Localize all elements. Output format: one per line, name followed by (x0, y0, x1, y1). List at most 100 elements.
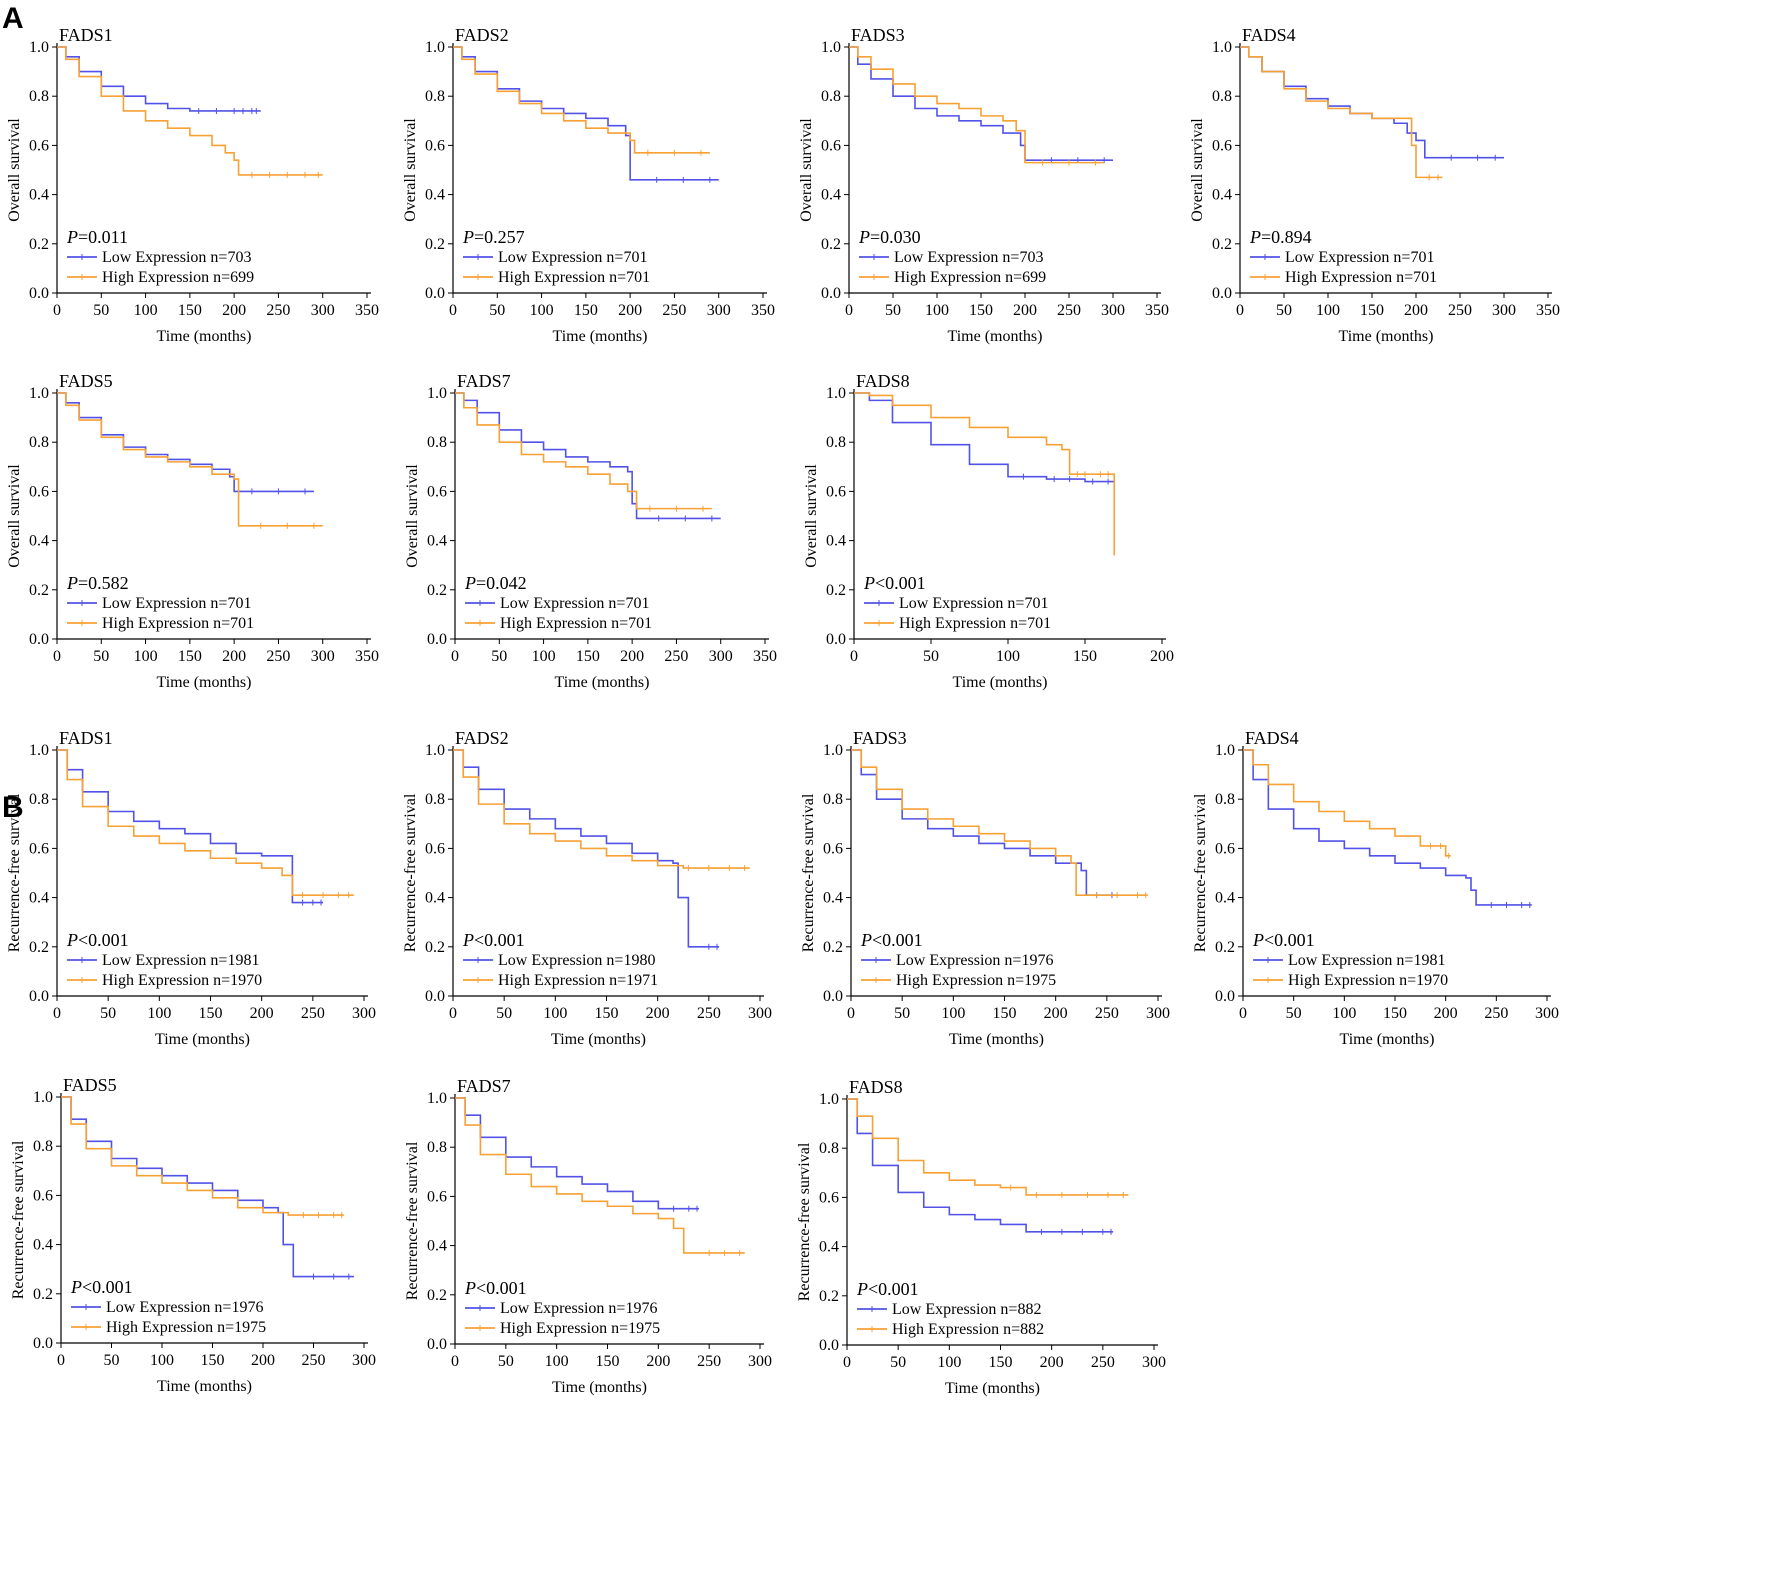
x-tick-label: 100 (1316, 302, 1340, 319)
y-tick-label: 0.4 (29, 533, 49, 550)
p-value-number: <0.001 (868, 1279, 919, 1299)
x-tick-label: 250 (1484, 1005, 1508, 1022)
p-value: P=0.042 (464, 573, 527, 593)
high-expression-curve (57, 392, 323, 527)
y-tick-label: 0.0 (427, 631, 447, 648)
km-plot-a-fads8: 0.0 0.2 0.4 0.6 0.8 1.0 0 50 100 150 200 Time (mont… (803, 371, 1174, 691)
y-tick-label: 0.6 (826, 483, 846, 500)
x-tick-label: 350 (355, 648, 379, 665)
y-tick-label: 0.6 (29, 483, 49, 500)
plot-title: FADS1 (59, 728, 113, 748)
y-tick-label: 0.8 (821, 88, 841, 105)
y-tick-label: 0.4 (425, 890, 445, 907)
legend-item: Low Expression n=1981 (102, 952, 259, 969)
x-tick-label: 200 (222, 302, 246, 319)
y-axis-title: Overall survival (1189, 118, 1206, 222)
x-tick-label: 150 (199, 1005, 223, 1022)
y-tick-label: 0.8 (29, 791, 49, 808)
x-axis-title: Time (months) (945, 1380, 1040, 1397)
y-tick-label: 0.0 (29, 631, 49, 648)
y-tick-label: 0.6 (29, 137, 49, 154)
p-value: P<0.001 (856, 1279, 919, 1299)
y-tick-label: 0.0 (29, 988, 49, 1005)
y-tick-label: 0.6 (427, 1188, 447, 1205)
x-tick-label: 50 (491, 648, 507, 665)
x-tick-label: 300 (748, 1005, 772, 1022)
y-tick-label: 0.4 (427, 1238, 447, 1255)
high-expression-curve (455, 1097, 745, 1254)
x-tick-label: 50 (923, 648, 939, 665)
y-tick-label: 0.4 (823, 890, 843, 907)
y-tick-label: 0.6 (29, 840, 49, 857)
y-tick-label: 1.0 (427, 1090, 447, 1107)
x-axis-title: Time (months) (949, 1031, 1044, 1048)
y-tick-label: 1.0 (33, 1089, 53, 1106)
y-axis-title: Overall survival (404, 464, 421, 568)
x-tick-label: 200 (1150, 648, 1174, 665)
x-tick-label: 0 (451, 1353, 459, 1370)
x-tick-label: 200 (222, 648, 246, 665)
x-tick-label: 350 (355, 302, 379, 319)
legend-item: Low Expression n=701 (102, 595, 251, 612)
p-symbol: P (464, 573, 476, 593)
x-tick-label: 0 (1239, 1005, 1247, 1022)
x-tick-label: 200 (250, 1005, 274, 1022)
y-tick-label: 0.2 (826, 582, 846, 599)
x-tick-label: 350 (751, 302, 775, 319)
y-axis-title: Overall survival (6, 464, 23, 568)
x-tick-label: 50 (93, 648, 109, 665)
y-tick-label: 0.0 (33, 1335, 53, 1352)
y-tick-label: 0.0 (425, 285, 445, 302)
plot-title: FADS4 (1242, 25, 1296, 45)
x-tick-label: 100 (532, 648, 556, 665)
p-value-number: <0.001 (875, 573, 926, 593)
x-tick-label: 100 (150, 1352, 174, 1369)
x-tick-label: 150 (993, 1005, 1017, 1022)
high-expression-curve (847, 1098, 1129, 1196)
y-tick-label: 1.0 (29, 742, 49, 759)
x-tick-label: 250 (301, 1005, 325, 1022)
high-expression-curve (1240, 46, 1443, 179)
x-tick-label: 0 (847, 1005, 855, 1022)
x-tick-label: 300 (748, 1353, 772, 1370)
x-axis-title: Time (months) (953, 674, 1048, 691)
x-tick-label: 0 (845, 302, 853, 319)
legend-item: High Expression n=1970 (1288, 972, 1448, 989)
y-tick-label: 1.0 (1215, 742, 1235, 759)
p-value-number: <0.001 (1264, 930, 1315, 950)
x-tick-label: 300 (709, 648, 733, 665)
x-axis-title: Time (months) (552, 1379, 647, 1396)
high-expression-curve (1243, 749, 1451, 857)
y-tick-label: 0.8 (1215, 791, 1235, 808)
high-expression-curve (57, 46, 323, 176)
p-symbol: P (860, 930, 872, 950)
low-expression-curve (847, 1098, 1114, 1233)
p-value: P<0.001 (860, 930, 923, 950)
y-tick-label: 0.4 (819, 1239, 839, 1256)
y-tick-label: 0.6 (1212, 137, 1232, 154)
y-tick-label: 0.6 (33, 1187, 53, 1204)
x-tick-label: 100 (996, 648, 1020, 665)
x-tick-label: 50 (104, 1352, 120, 1369)
p-value-number: =0.257 (474, 227, 525, 247)
p-value-number: =0.582 (78, 573, 129, 593)
y-tick-label: 0.0 (427, 1336, 447, 1353)
x-tick-label: 150 (596, 1353, 620, 1370)
x-axis-title: Time (months) (1339, 328, 1434, 345)
low-expression-curve (455, 392, 721, 520)
x-tick-label: 300 (311, 648, 335, 665)
x-tick-label: 250 (266, 302, 290, 319)
x-tick-label: 300 (311, 302, 335, 319)
y-tick-label: 0.8 (819, 1140, 839, 1157)
x-tick-label: 200 (1434, 1005, 1458, 1022)
x-axis-title: Time (months) (157, 674, 252, 691)
y-tick-label: 0.4 (425, 187, 445, 204)
km-plot-b-fads8: 0.0 0.2 0.4 0.6 0.8 1.0 0 50 100 150 200 250 300 Time… (796, 1077, 1166, 1397)
y-tick-label: 0.2 (427, 1287, 447, 1304)
legend-item: Low Expression n=1976 (500, 1300, 657, 1317)
x-tick-label: 300 (1101, 302, 1125, 319)
km-plot-a-fads7: 0.0 0.2 0.4 0.6 0.8 1.0 0 50 100 150 200 250 300 350 T… (404, 371, 777, 691)
p-value-number: =0.042 (476, 573, 527, 593)
km-plot-b-fads1: 0.0 0.2 0.4 0.6 0.8 1.0 0 50 100 150 200 250 300 Time… (6, 728, 376, 1048)
x-tick-label: 250 (1091, 1354, 1115, 1371)
